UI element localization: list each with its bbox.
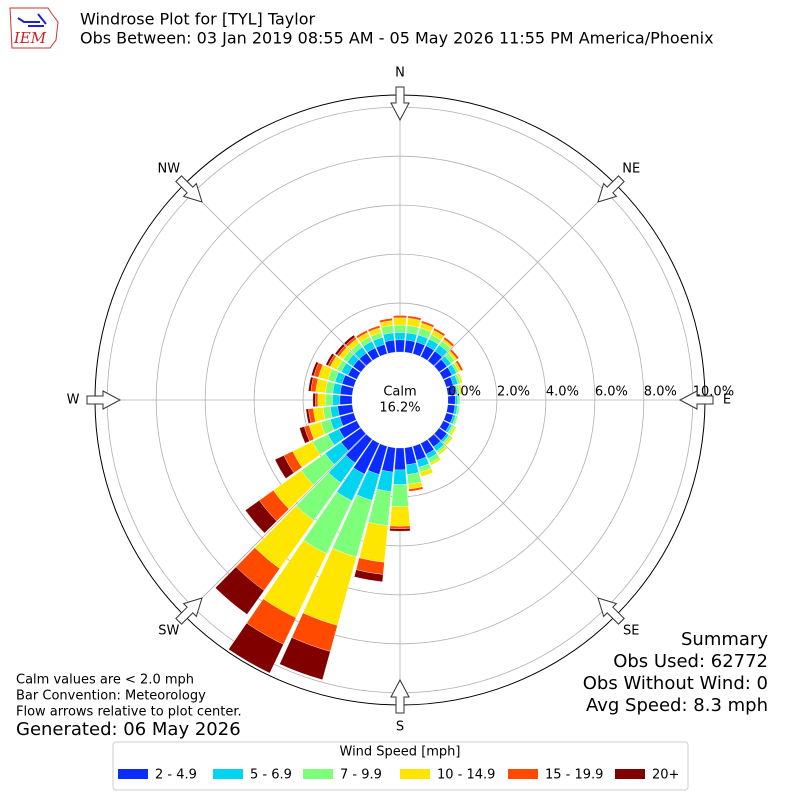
- bar-segment: [390, 526, 410, 529]
- legend-swatch: [615, 769, 645, 779]
- bar-segment: [395, 340, 404, 352]
- legend-swatch: [118, 769, 148, 779]
- bar-segment: [332, 395, 340, 406]
- bar-segment: [395, 332, 406, 340]
- note: Calm values are < 2.0 mph: [16, 673, 194, 688]
- summary-line: Avg Speed: 8.3 mph: [586, 695, 768, 716]
- generated: Generated: 06 May 2026: [16, 719, 241, 740]
- bar-segment: [393, 470, 406, 485]
- r-tick-label: 6.0%: [595, 385, 628, 400]
- bar-segment: [313, 393, 316, 407]
- r-tick-label: 8.0%: [644, 385, 677, 400]
- bar-segment: [340, 395, 352, 404]
- direction-label: E: [723, 393, 731, 408]
- direction-label: SE: [623, 624, 639, 639]
- bar-segment: [315, 393, 318, 406]
- legend-label: 20+: [652, 768, 679, 783]
- summary-line: Summary: [681, 629, 768, 650]
- direction-label: S: [396, 720, 404, 735]
- bar-segment: [325, 394, 333, 406]
- bar-segment: [390, 506, 410, 526]
- bar-segment: [395, 448, 406, 470]
- bar-segment: [394, 325, 406, 333]
- legend-label: 10 - 14.9: [437, 768, 495, 783]
- calm-label: Calm: [383, 385, 416, 400]
- summary-line: Obs Used: 62772: [613, 651, 768, 672]
- bar-segment: [390, 528, 411, 531]
- logo-text: IEM: [13, 29, 47, 47]
- note: Bar Convention: Meteorology: [16, 689, 206, 704]
- bar-segment: [392, 484, 409, 506]
- legend-label: 7 - 9.9: [340, 768, 382, 783]
- r-tick-label: 0.0%: [448, 385, 481, 400]
- bar-segment: [318, 394, 326, 407]
- calm-value: 16.2%: [379, 401, 420, 416]
- bar-segment: [393, 315, 406, 318]
- direction-label: NE: [622, 161, 640, 176]
- legend-swatch: [400, 769, 430, 779]
- bar-segment: [394, 318, 407, 326]
- note: Flow arrows relative to plot center.: [16, 705, 242, 720]
- legend-title: Wind Speed [mph]: [340, 745, 461, 760]
- legend-swatch: [303, 769, 333, 779]
- direction-label: N: [395, 66, 405, 81]
- chart-subtitle: Obs Between: 03 Jan 2019 08:55 AM - 05 M…: [80, 29, 714, 48]
- legend-label: 2 - 4.9: [155, 768, 197, 783]
- legend-swatch: [508, 769, 538, 779]
- direction-label: NW: [157, 161, 180, 176]
- summary-line: Obs Without Wind: 0: [583, 673, 768, 694]
- legend-label: 15 - 19.9: [545, 768, 603, 783]
- direction-label: SW: [158, 624, 179, 639]
- r-tick-label: 4.0%: [546, 385, 579, 400]
- legend-label: 5 - 6.9: [250, 768, 292, 783]
- legend-swatch: [213, 769, 243, 779]
- chart-title: Windrose Plot for [TYL] Taylor: [80, 10, 315, 29]
- r-tick-label: 2.0%: [497, 385, 530, 400]
- direction-label: W: [67, 393, 80, 408]
